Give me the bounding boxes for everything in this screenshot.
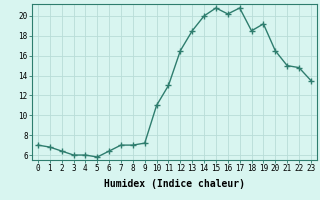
X-axis label: Humidex (Indice chaleur): Humidex (Indice chaleur) xyxy=(104,179,245,189)
